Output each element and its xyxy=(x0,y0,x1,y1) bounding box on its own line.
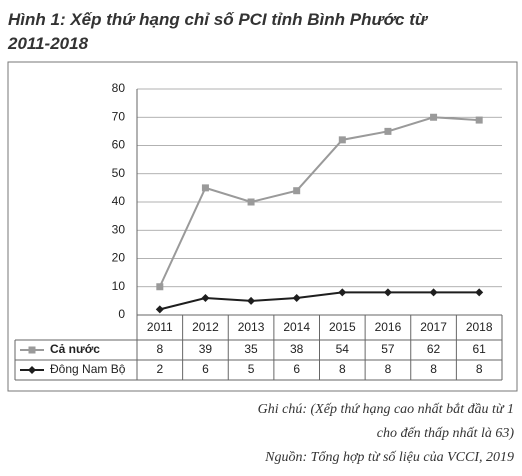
table-value: 61 xyxy=(473,342,487,356)
point xyxy=(156,283,164,291)
series-line xyxy=(158,116,480,288)
table-value: 8 xyxy=(476,362,483,376)
point xyxy=(475,116,483,124)
table-value: 6 xyxy=(293,362,300,376)
chart: 0 10 20 30 40 50 60 70 80 2011 2012 2013 2014 2015 201… xyxy=(7,61,518,392)
y-tick-label: 60 xyxy=(112,138,126,152)
point xyxy=(429,288,438,297)
point xyxy=(201,184,209,192)
y-tick-label: 20 xyxy=(112,251,126,265)
table-value: 62 xyxy=(427,342,441,356)
chart-frame xyxy=(7,61,518,392)
point xyxy=(155,305,164,314)
table-value: 8 xyxy=(430,362,437,376)
point xyxy=(293,187,301,195)
y-tick-label: 80 xyxy=(112,81,126,95)
point xyxy=(383,288,392,297)
table-value: 6 xyxy=(202,362,209,376)
table-value: 8 xyxy=(385,362,392,376)
table-value: 39 xyxy=(199,342,213,356)
point xyxy=(292,294,301,303)
x-tick-label: 2017 xyxy=(420,320,447,334)
note: Ghi chú: (Xếp thứ hạng cao nhất bắt đầu … xyxy=(257,402,514,417)
point xyxy=(247,296,256,305)
y-tick-label: 10 xyxy=(112,279,126,293)
legend-label: Đông Nam Bộ xyxy=(50,362,126,376)
x-tick-label: 2018 xyxy=(466,320,493,334)
table-value: 38 xyxy=(290,342,304,356)
point xyxy=(384,127,392,135)
point xyxy=(28,346,36,354)
note: cho đến thấp nhất là 63) xyxy=(376,426,514,441)
x-tick-label: 2013 xyxy=(238,320,265,334)
y-tick-label: 50 xyxy=(112,166,126,180)
x-tick-label: 2011 xyxy=(147,320,173,334)
table-value: 57 xyxy=(381,342,395,356)
table-value: 35 xyxy=(244,342,258,356)
y-tick-label: 70 xyxy=(112,109,126,123)
y-tick-label: 0 xyxy=(118,307,125,321)
table-value: 54 xyxy=(336,342,350,356)
series-line xyxy=(159,291,480,311)
point xyxy=(338,288,347,297)
point xyxy=(430,113,438,121)
point xyxy=(28,366,36,374)
point xyxy=(338,136,346,144)
x-tick-label: 2015 xyxy=(329,320,356,334)
y-tick-label: 40 xyxy=(112,194,126,208)
y-tick-label: 30 xyxy=(112,222,126,236)
point xyxy=(475,288,484,297)
table-value: 8 xyxy=(339,362,346,376)
note: Nguồn: Tổng hợp từ số liệu của VCCI, 201… xyxy=(265,450,514,465)
table-value: 5 xyxy=(248,362,255,376)
point xyxy=(201,294,210,303)
x-tick-label: 2012 xyxy=(192,320,219,334)
legend-label: Cả nước xyxy=(50,342,100,356)
chart-title: Hình 1: Xếp thứ hạng chỉ số PCI tỉnh Bìn… xyxy=(8,10,427,53)
point xyxy=(247,198,255,206)
table-value: 8 xyxy=(156,342,163,356)
x-tick-label: 2016 xyxy=(375,320,402,334)
x-tick-label: 2014 xyxy=(283,320,310,334)
table-value: 2 xyxy=(156,362,163,376)
